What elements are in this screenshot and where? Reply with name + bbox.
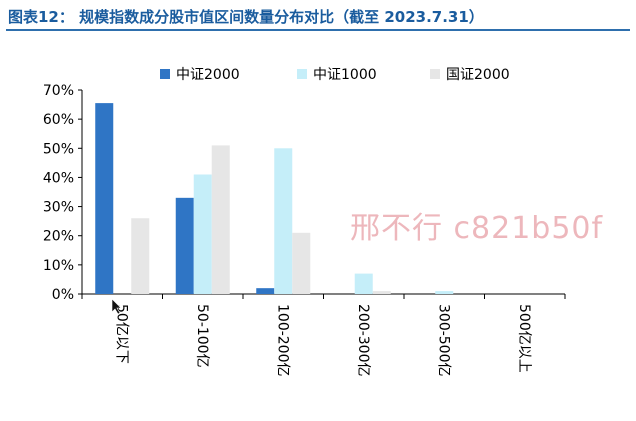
bar <box>95 103 114 294</box>
x-category-label: 100-200亿 <box>274 304 290 377</box>
bar <box>175 197 194 294</box>
figure-title: 图表12： 规模指数成分股市值区间数量分布对比（截至 2023.7.31） <box>8 8 484 26</box>
legend-swatch <box>297 69 307 79</box>
bar <box>131 218 150 294</box>
bar <box>211 145 230 294</box>
bar <box>372 291 391 294</box>
x-category-label: 500亿以上 <box>516 304 532 373</box>
legend-label: 中证1000 <box>313 67 377 83</box>
bar <box>274 148 293 294</box>
bar-chart: 0% 10% 20% 30% 40% 50% 60% 70% 50亿以下 50-100亿 100-2… <box>43 67 566 377</box>
x-category-label: 50亿以下 <box>113 304 129 364</box>
y-tick-label: 10% <box>43 258 74 274</box>
bar <box>435 291 454 294</box>
header-rule <box>6 29 630 31</box>
figure-header: 图表12： 规模指数成分股市值区间数量分布对比（截至 2023.7.31） <box>0 0 636 31</box>
y-tick-label: 20% <box>43 229 74 245</box>
bar <box>292 232 311 294</box>
legend-label: 国证2000 <box>446 67 510 83</box>
x-category-label: 50-100亿 <box>194 304 210 368</box>
legend-swatch <box>430 69 440 79</box>
y-tick-label: 60% <box>43 112 74 128</box>
y-tick-label: 30% <box>43 200 74 216</box>
legend-swatch <box>160 69 170 79</box>
y-tick-label: 50% <box>43 141 74 157</box>
bar <box>354 273 373 294</box>
y-tick-label: 0% <box>52 287 74 303</box>
x-category-label: 200-300亿 <box>355 304 371 377</box>
legend-label: 中证2000 <box>176 67 240 83</box>
y-tick-label: 40% <box>43 170 74 186</box>
chart-area: 0% 10% 20% 30% 40% 50% 60% 70% 50亿以下 50-100亿 100-2… <box>0 33 636 421</box>
bar <box>256 288 275 294</box>
x-category-label: 300-500亿 <box>435 304 451 377</box>
watermark: 邢不行 c821b50f <box>350 211 604 246</box>
bar <box>193 174 212 294</box>
y-tick-label: 70% <box>43 83 74 99</box>
